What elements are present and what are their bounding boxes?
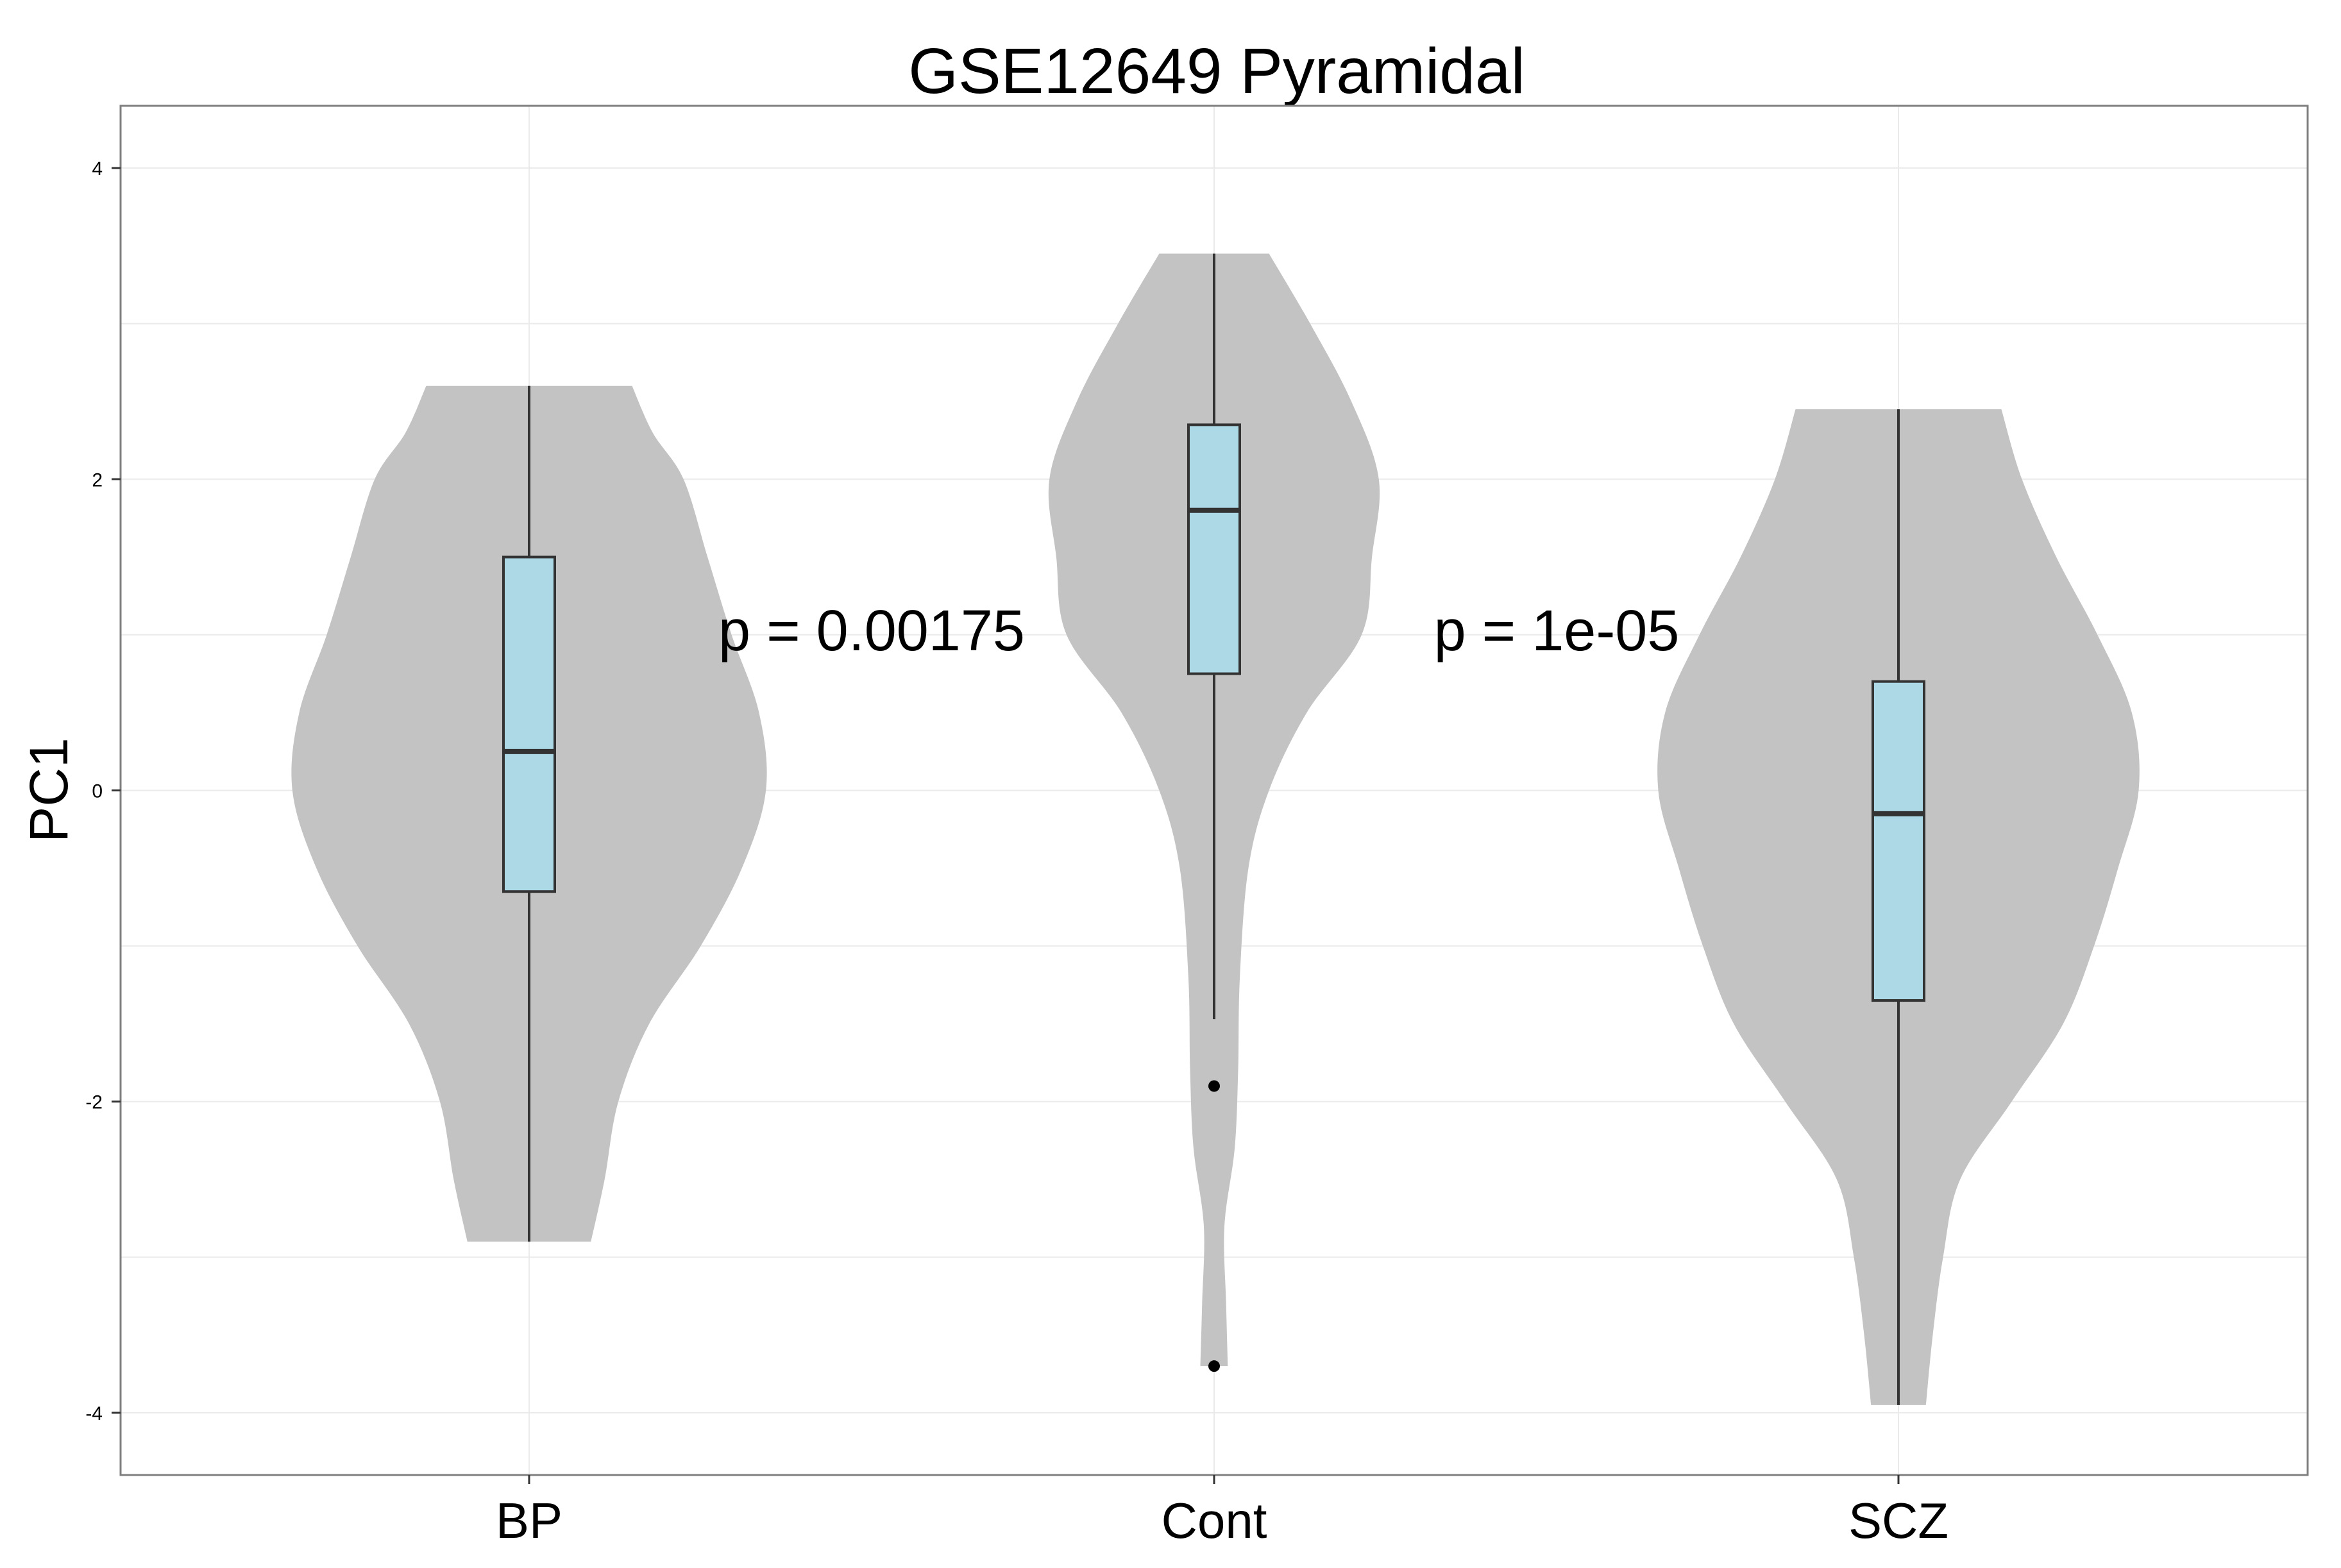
y-tick-label: 0 <box>92 781 103 802</box>
x-tick-label: SCZ <box>1848 1492 1948 1549</box>
box-scz <box>1872 680 1925 1002</box>
y-axis: -4 -2 0 2 4 <box>85 158 121 1424</box>
box-cont <box>1187 423 1241 675</box>
y-tick-label: -4 <box>85 1403 103 1424</box>
chart-title: GSE12649 Pyramidal <box>908 35 1525 107</box>
p-value-annotation: p = 1e-05 <box>1434 599 1680 663</box>
annotations: p = 0.00175 p = 1e-05 <box>718 599 1679 663</box>
outlier-point <box>1208 1080 1220 1092</box>
x-tick-label: Cont <box>1162 1492 1267 1549</box>
y-tick-label: 4 <box>92 158 103 180</box>
outlier-point <box>1208 1360 1220 1372</box>
y-tick-label: -2 <box>85 1092 103 1113</box>
boxplots <box>502 253 1925 1405</box>
y-tick-label: 2 <box>92 469 103 491</box>
p-value-annotation: p = 0.00175 <box>718 599 1025 663</box>
box-bp <box>502 555 556 893</box>
x-tick-label: BP <box>496 1492 562 1549</box>
x-axis: BP Cont SCZ <box>496 1475 1948 1549</box>
y-axis-label: PC1 <box>19 738 79 842</box>
